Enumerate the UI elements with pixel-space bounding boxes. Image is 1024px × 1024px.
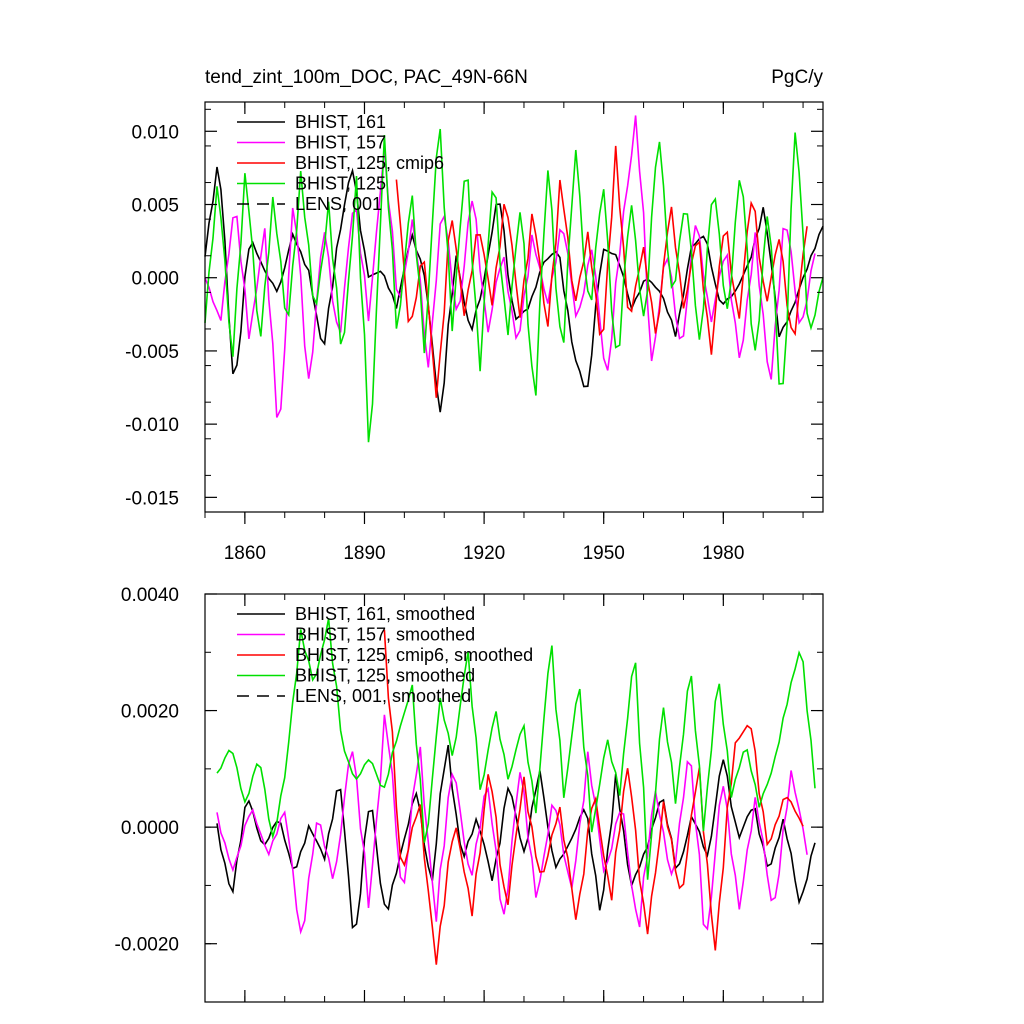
legend-label: BHIST, 161 — [295, 112, 386, 132]
legend-label: BHIST, 157 — [295, 133, 386, 153]
y-tick-label: 0.0000 — [121, 818, 179, 839]
chart-title: tend_zint_100m_DOC, PAC_49N-66N — [205, 67, 528, 88]
y-tick-label: -0.010 — [125, 415, 179, 436]
plot-frame — [204, 593, 824, 1003]
legend-label: BHIST, 157, smoothed — [295, 625, 475, 645]
x-tick-label: 1950 — [583, 543, 625, 564]
series-line-3 — [216, 618, 816, 880]
legend-label: BHIST, 125, cmip6, smoothed — [295, 645, 533, 665]
x-tick-label: 1890 — [343, 543, 385, 564]
legend-label: BHIST, 125 — [295, 174, 386, 194]
top-panel: -0.015 -0.010 -0.005 0.000 0.005 0.010 1860 189… — [125, 101, 824, 564]
x-tick-label: 1980 — [702, 543, 744, 564]
y-tick-label: 0.010 — [131, 122, 179, 143]
bottom-panel: -0.0020 0.0000 0.0020 0.0040 BHIST, 161, smo… — [115, 585, 824, 1003]
units-label: PgC/y — [771, 67, 823, 88]
x-tick-label: 1860 — [224, 543, 266, 564]
series-line-1 — [216, 714, 808, 935]
series-line-0 — [216, 744, 816, 930]
y-tick-label: -0.005 — [125, 342, 179, 363]
y-tick-label: 0.0040 — [121, 585, 179, 606]
series-line-2 — [383, 629, 804, 965]
legend-label: BHIST, 125, cmip6 — [295, 153, 444, 173]
y-tick-label: -0.0020 — [115, 935, 179, 956]
series-line-2 — [395, 145, 808, 398]
legend-label: BHIST, 161, smoothed — [295, 604, 475, 624]
legend-label: LENS, 001, smoothed — [295, 686, 471, 706]
y-tick-label: -0.015 — [125, 488, 179, 509]
legend-label: BHIST, 125, smoothed — [295, 666, 475, 686]
y-tick-label: 0.000 — [131, 269, 179, 290]
y-tick-label: 0.005 — [131, 196, 179, 217]
plot-frame — [204, 101, 824, 513]
series-line-0 — [204, 166, 824, 413]
series-line-3 — [204, 128, 824, 443]
y-tick-label: 0.0020 — [121, 702, 179, 723]
legend-label: LENS, 001 — [295, 194, 382, 214]
x-tick-label: 1920 — [463, 543, 505, 564]
